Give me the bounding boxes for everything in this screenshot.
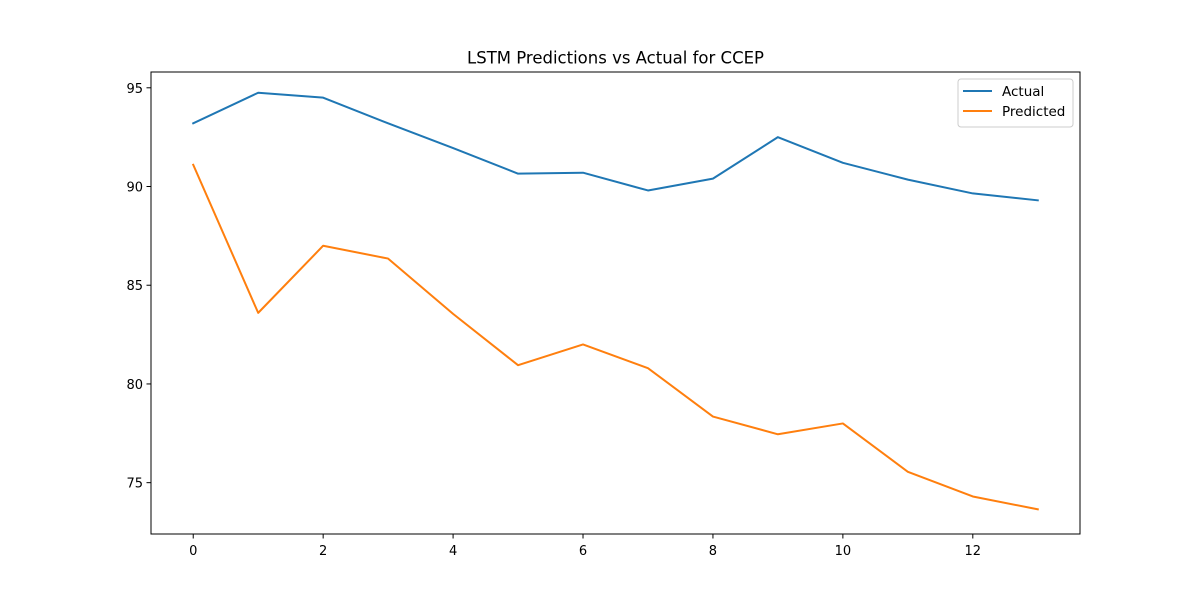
axes-frame — [150, 71, 1081, 535]
x-tick-label: 0 — [189, 544, 197, 559]
chart-title: LSTM Predictions vs Actual for CCEP — [467, 49, 764, 68]
legend-label-predicted: Predicted — [1002, 104, 1065, 120]
legend-label-actual: Actual — [1002, 84, 1044, 100]
axes: 0 2 4 6 8 10 12 75 80 85 90 95 — [126, 71, 1081, 559]
x-tick-label: 4 — [449, 544, 457, 559]
legend: Actual Predicted — [957, 78, 1074, 128]
series-line-predicted — [191, 163, 1039, 511]
y-tick-label: 95 — [126, 82, 143, 97]
x-tick-label: 12 — [965, 544, 982, 559]
x-tick-label: 2 — [319, 544, 327, 559]
y-tick-label: 75 — [126, 477, 143, 492]
y-tick-label: 85 — [126, 279, 143, 294]
x-tick-label: 8 — [709, 544, 717, 559]
y-tick-label: 80 — [126, 378, 143, 393]
x-tick-label: 10 — [835, 544, 852, 559]
plot-area — [191, 91, 1039, 511]
x-tick-label: 6 — [579, 544, 587, 559]
series-line-actual — [191, 91, 1039, 202]
y-tick-label: 90 — [126, 181, 143, 196]
